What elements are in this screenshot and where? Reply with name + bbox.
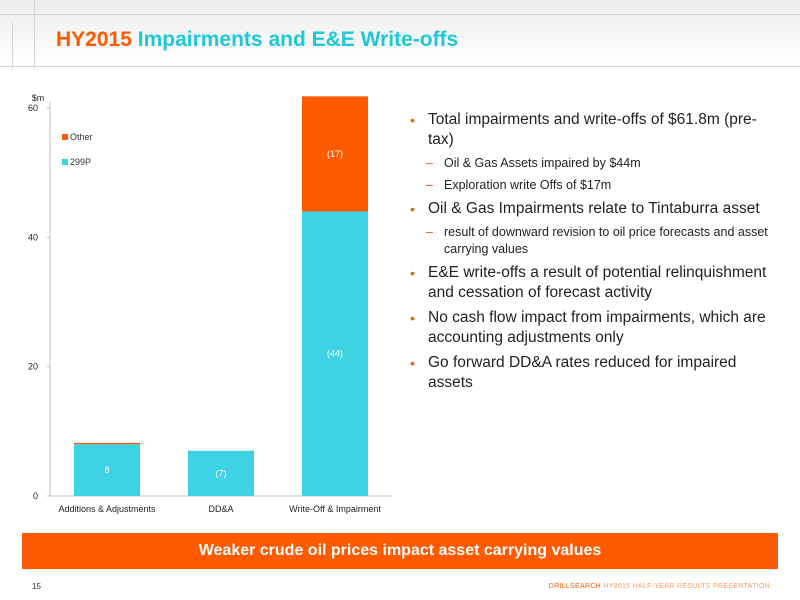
y-tick-label: 0: [33, 491, 38, 501]
bullet-item: • Oil & Gas Impairments relate to Tintabu…: [410, 199, 780, 219]
footer-brand: DRILLSEARCH: [548, 583, 602, 590]
bar-segment: [302, 96, 368, 212]
bullet-text: E&E write-offs a result of potential rel…: [428, 264, 767, 301]
legend-label: Other: [70, 132, 93, 142]
bullet-text: Go forward DD&A rates reduced for impair…: [428, 354, 737, 391]
sub-bullet-item: – Exploration write Offs of $17m: [410, 177, 780, 194]
y-axis-title: $m: [32, 93, 45, 103]
bar-data-label: 8: [104, 465, 109, 475]
bullet-list: • Total impairments and write-offs of $61…: [410, 110, 780, 398]
bullet-dot-icon: •: [410, 265, 415, 281]
sub-bullet-text: Exploration write Offs of $17m: [444, 178, 612, 192]
title-year: HY2015: [56, 28, 132, 51]
x-category-label: Write-Off & Impairment: [289, 504, 381, 514]
y-tick-label: 20: [28, 362, 38, 372]
sub-bullet-text: result of downward revision to oil price…: [444, 225, 768, 256]
bullet-item: • No cash flow impact from impairments, w…: [410, 308, 780, 348]
bar-data-label: (17): [327, 149, 343, 159]
bullet-dot-icon: •: [410, 112, 415, 128]
y-tick-label: 60: [28, 103, 38, 113]
footer: DRILLSEARCH HY2015 HALF-YEAR RESULTS PRE…: [549, 583, 770, 590]
page-number: 15: [32, 582, 41, 591]
impairments-chart: 0 20 40 60 $m 8 Additions & Adjustments (7) DD&A…: [20, 88, 400, 528]
page-title: HY2015 Impairments and E&E Write-offs: [56, 28, 458, 52]
legend-label: 299P: [70, 157, 91, 167]
bullet-item: • Go forward DD&A rates reduced for impai…: [410, 353, 780, 393]
legend-swatch: [62, 159, 68, 165]
bar-segment: [188, 450, 254, 496]
bullet-text: Oil & Gas Impairments relate to Tintabur…: [428, 200, 760, 217]
bullet-text: No cash flow impact from impairments, wh…: [428, 309, 766, 346]
bullet-dot-icon: •: [410, 355, 415, 371]
bar-segment: [74, 442, 140, 445]
sub-bullet-item: – Oil & Gas Assets impaired by $44m: [410, 155, 780, 172]
bar-segment: [302, 211, 368, 496]
sub-bullet-dash-icon: –: [426, 156, 433, 170]
bar-data-label: (7): [216, 468, 227, 478]
x-category-label: DD&A: [208, 504, 233, 514]
sub-bullet-text: Oil & Gas Assets impaired by $44m: [444, 156, 641, 170]
bar-data-label: (44): [327, 349, 343, 359]
sub-bullet-dash-icon: –: [426, 178, 433, 192]
bar-segment: [74, 444, 140, 496]
bullet-item: • Total impairments and write-offs of $61…: [410, 110, 780, 150]
corner-decoration-left: [12, 22, 13, 68]
bullet-text: Total impairments and write-offs of $61.…: [428, 111, 757, 148]
sub-bullet-dash-icon: –: [426, 225, 433, 239]
title-rule-top: [0, 14, 800, 15]
corner-decoration-right: [34, 0, 35, 68]
title-bar: [0, 0, 800, 68]
bullet-dot-icon: •: [410, 310, 415, 326]
chart-canvas: 0 20 40 60$m 8 Additions & Adjustments (7) DD&A…: [28, 93, 392, 514]
title-rule-bottom: [0, 66, 800, 67]
key-message-banner: Weaker crude oil prices impact asset car…: [22, 533, 778, 569]
bullet-dot-icon: •: [410, 201, 415, 217]
y-tick-label: 40: [28, 232, 38, 242]
title-text: Impairments and E&E Write-offs: [137, 28, 459, 51]
sub-bullet-item: – result of downward revision to oil pric…: [410, 224, 780, 258]
bullet-item: • E&E write-offs a result of potential re…: [410, 263, 780, 303]
legend-swatch: [62, 134, 68, 140]
footer-text: HY2015 HALF-YEAR RESULTS PRESENTATION: [601, 583, 770, 590]
x-category-label: Additions & Adjustments: [58, 504, 156, 514]
